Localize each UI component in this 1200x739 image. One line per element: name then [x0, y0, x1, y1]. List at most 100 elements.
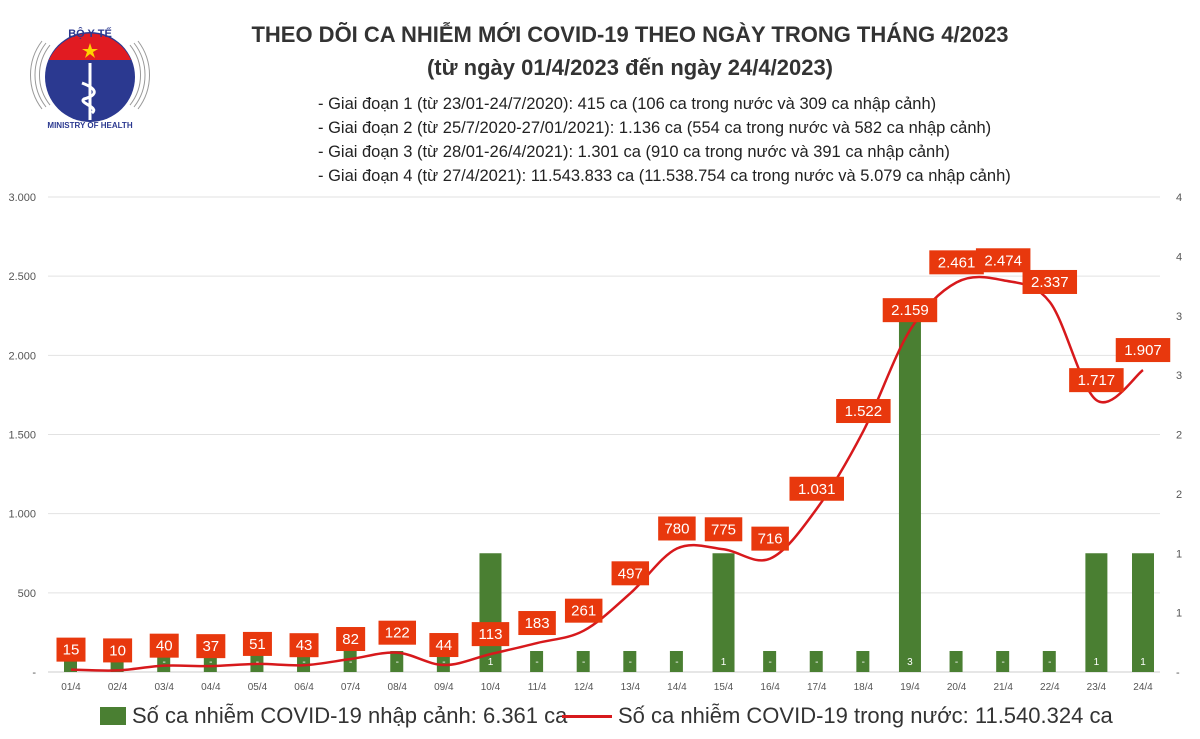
data-label: 10 — [109, 642, 126, 659]
bar — [390, 651, 404, 672]
data-label-box — [149, 633, 179, 658]
bar — [576, 651, 590, 672]
x-tick-label: 08/4 — [388, 682, 408, 693]
left-tick-label: 1.000 — [8, 509, 36, 521]
data-label-box — [56, 637, 86, 662]
note-phase-3: - Giai đoạn 3 (từ 28/01-26/4/2021): 1.30… — [318, 143, 950, 161]
bar-label: - — [256, 657, 259, 668]
bar — [669, 651, 683, 672]
bar-label: - — [862, 657, 865, 668]
data-label: 183 — [525, 615, 550, 632]
legend-imported-label: Số ca nhiễm COVID-19 nhập cảnh: 6.361 ca — [132, 703, 568, 728]
right-tick-label: 3 — [1176, 311, 1182, 323]
right-tick-label: 3 — [1176, 370, 1182, 382]
x-tick-label: 11/4 — [528, 682, 547, 693]
x-tick-label: 23/4 — [1087, 682, 1107, 693]
left-tick-label: - — [32, 667, 36, 679]
svg-text:BỘ Y TẾ: BỘ Y TẾ — [68, 27, 112, 40]
data-label-box — [751, 526, 789, 551]
bar-label: - — [442, 657, 445, 668]
data-label: 261 — [571, 603, 596, 620]
right-tick-label: 2 — [1176, 430, 1182, 442]
bar-label: - — [955, 657, 958, 668]
bar-label: - — [1048, 657, 1051, 668]
bar-label: 1 — [1094, 657, 1100, 668]
data-label-box — [429, 633, 459, 658]
data-label-box — [929, 250, 984, 275]
bar-label: - — [396, 657, 399, 668]
bar — [343, 651, 357, 672]
left-tick-label: 3.000 — [8, 192, 36, 204]
right-tick-label: - — [1176, 667, 1180, 679]
data-label-box — [564, 598, 603, 623]
ministry-of-health-logo: BỘ Y TẾ MINISTRY OF HEALTH — [20, 5, 160, 135]
chart-title: THEO DÕI CA NHIỄM MỚI COVID-19 THEO NGÀY… — [180, 18, 1080, 84]
bar-label: - — [675, 657, 678, 668]
data-label-box — [882, 298, 938, 323]
right-tick-label: 4 — [1176, 192, 1182, 204]
right-tick-label: 2 — [1176, 489, 1182, 501]
right-tick-label: 4 — [1176, 251, 1182, 263]
data-label: 40 — [156, 638, 173, 655]
left-tick-label: 1.500 — [8, 430, 36, 442]
bar — [1042, 651, 1056, 672]
data-label: 82 — [342, 631, 359, 648]
bar — [1085, 553, 1108, 672]
bar — [949, 651, 963, 672]
x-tick-label: 19/4 — [900, 682, 920, 693]
data-label: 497 — [618, 565, 643, 582]
title-line-1: THEO DÕI CA NHIỄM MỚI COVID-19 THEO NGÀY… — [251, 22, 1009, 47]
bar-label: - — [582, 657, 585, 668]
data-label: 122 — [385, 625, 410, 642]
bar-label: - — [302, 657, 305, 668]
data-label: 2.337 — [1031, 274, 1069, 291]
data-label-box — [1069, 368, 1124, 393]
legend-bar-swatch — [100, 707, 126, 725]
bar-label: 1 — [1140, 657, 1146, 668]
x-tick-label: 22/4 — [1040, 682, 1060, 693]
left-tick-label: 500 — [18, 588, 36, 600]
bar — [763, 651, 777, 672]
x-tick-label: 24/4 — [1133, 682, 1153, 693]
data-label-box — [1022, 269, 1078, 294]
data-label-box — [611, 561, 650, 586]
x-tick-label: 04/4 — [201, 682, 221, 693]
bar-label: 1 — [488, 657, 494, 668]
data-label: 1.031 — [798, 481, 836, 498]
bar-label: - — [768, 657, 771, 668]
data-label-box — [471, 622, 510, 647]
x-tick-label: 17/4 — [807, 682, 827, 693]
data-label: 2.461 — [938, 254, 976, 271]
note-phase-4: - Giai đoạn 4 (từ 27/4/2021): 11.543.833… — [318, 167, 1011, 185]
legend-domestic-label: Số ca nhiễm COVID-19 trong nước: 11.540.… — [618, 703, 1113, 728]
x-tick-label: 06/4 — [294, 682, 314, 693]
bar — [623, 651, 637, 672]
x-tick-label: 20/4 — [947, 682, 967, 693]
data-label-box — [196, 634, 226, 659]
legend-line-swatch — [562, 714, 612, 718]
data-label-box — [1115, 338, 1171, 363]
data-label: 716 — [758, 531, 783, 548]
bar — [996, 651, 1010, 672]
data-label-box — [336, 627, 366, 652]
x-tick-label: 10/4 — [481, 682, 501, 693]
x-tick-label: 09/4 — [434, 682, 454, 693]
bar — [1132, 553, 1154, 672]
data-label: 780 — [664, 521, 689, 538]
right-tick-label: 1 — [1176, 548, 1182, 560]
bar-label: - — [163, 657, 166, 668]
data-label-box — [836, 399, 891, 424]
bar-label: - — [209, 657, 212, 668]
x-tick-label: 14/4 — [667, 682, 687, 693]
x-tick-label: 13/4 — [621, 682, 641, 693]
left-tick-label: 2.500 — [8, 271, 36, 283]
data-label-box — [518, 611, 556, 636]
left-tick-label: 2.000 — [8, 350, 36, 362]
bar-label: - — [535, 657, 538, 668]
right-tick-label: 1 — [1176, 608, 1182, 620]
x-tick-label: 12/4 — [574, 682, 594, 693]
x-tick-label: 03/4 — [154, 682, 174, 693]
bar-label: - — [629, 657, 632, 668]
x-tick-label: 16/4 — [760, 682, 780, 693]
